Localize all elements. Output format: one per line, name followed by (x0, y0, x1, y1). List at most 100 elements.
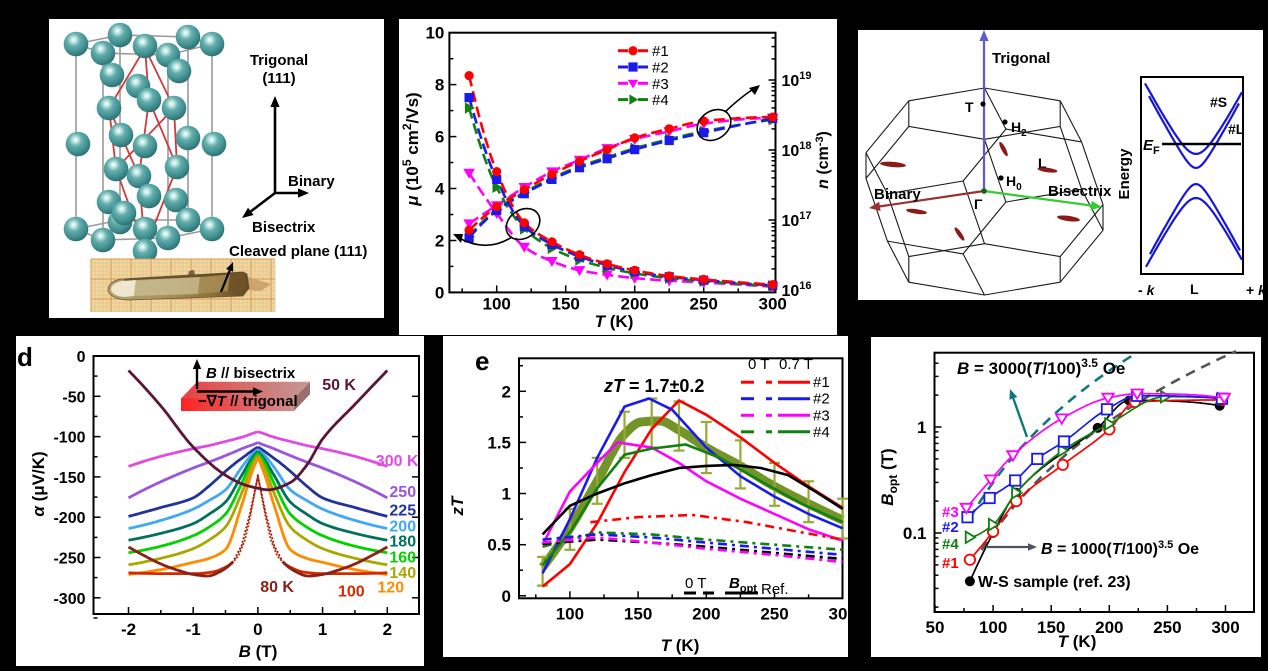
svg-text:H2: H2 (1011, 119, 1027, 139)
svg-text:2: 2 (502, 382, 511, 401)
svg-text:Bisectrix: Bisectrix (1048, 183, 1112, 200)
svg-text:B // bisectrix: B // bisectrix (206, 365, 296, 382)
svg-text:1016: 1016 (782, 280, 812, 300)
svg-text:zT = 1.7±0.2: zT = 1.7±0.2 (603, 376, 704, 396)
svg-text:L: L (1038, 155, 1047, 171)
svg-text:6: 6 (435, 128, 444, 147)
svg-text:d: d (17, 342, 33, 372)
svg-text:Binary: Binary (874, 186, 921, 203)
svg-text:100: 100 (556, 604, 584, 623)
svg-text:1019: 1019 (782, 70, 812, 90)
svg-text:#2: #2 (942, 519, 959, 536)
svg-text:B (T): B (T) (239, 642, 278, 661)
svg-text:0.5: 0.5 (487, 536, 511, 555)
svg-text:300: 300 (1211, 618, 1239, 637)
svg-text:Trigonal: Trigonal (250, 52, 308, 69)
svg-text:1: 1 (318, 620, 327, 639)
svg-text:T: T (965, 99, 974, 115)
svg-text:-300: -300 (53, 591, 85, 608)
svg-text:100: 100 (483, 294, 511, 313)
svg-text:160: 160 (389, 550, 416, 567)
svg-text:225: 225 (389, 503, 416, 520)
svg-text:T (K): T (K) (595, 312, 634, 331)
svg-text:0: 0 (253, 620, 262, 639)
svg-text:150: 150 (624, 604, 652, 623)
svg-text:1.5: 1.5 (487, 433, 511, 452)
svg-text:-150: -150 (53, 470, 85, 487)
svg-text:B = 3000(T/100)3.5 Oe: B = 3000(T/100)3.5 Oe (957, 356, 1125, 378)
svg-text:Binary: Binary (288, 173, 335, 190)
svg-text:-200: -200 (53, 510, 85, 527)
svg-text:L: L (1190, 281, 1199, 297)
svg-text:180: 180 (389, 534, 416, 551)
svg-text:1: 1 (917, 418, 926, 437)
svg-text:#4: #4 (813, 424, 830, 441)
svg-text:80 K: 80 K (260, 579, 294, 596)
svg-text:200: 200 (389, 519, 416, 536)
svg-text:2: 2 (383, 620, 392, 639)
svg-text:200: 200 (692, 604, 720, 623)
svg-text:#3: #3 (813, 407, 830, 424)
svg-text:#L: #L (1228, 121, 1245, 137)
svg-text:T (K): T (K) (661, 636, 700, 655)
svg-text:#S: #S (1210, 94, 1227, 110)
svg-text:T (K): T (K) (1058, 632, 1097, 651)
svg-text:Ref.: Ref. (761, 581, 789, 598)
svg-text:2: 2 (435, 231, 444, 250)
svg-text:250: 250 (760, 604, 788, 623)
svg-text:−∇T // trigonal: −∇T // trigonal (198, 393, 298, 410)
svg-text:300: 300 (759, 294, 787, 313)
svg-text:H0: H0 (1006, 173, 1022, 193)
svg-text:B = 1000(T/100)3.5 Oe: B = 1000(T/100)3.5 Oe (1041, 539, 1199, 558)
svg-text:-100: -100 (53, 430, 85, 447)
svg-text:#4: #4 (652, 92, 669, 109)
svg-text:250: 250 (690, 294, 718, 313)
svg-text:-50: -50 (62, 389, 85, 406)
svg-text:120: 120 (377, 580, 404, 597)
svg-text:#2: #2 (652, 60, 669, 77)
svg-text:#4: #4 (942, 536, 959, 553)
svg-text:#2: #2 (813, 391, 830, 408)
svg-text:300: 300 (829, 604, 848, 623)
svg-text:150: 150 (552, 294, 580, 313)
svg-text:Bisectrix: Bisectrix (252, 219, 316, 236)
svg-text:(111): (111) (262, 70, 295, 87)
svg-text:Cleaved plane (111): Cleaved plane (111) (229, 243, 367, 260)
svg-text:0: 0 (435, 283, 444, 302)
svg-text:100: 100 (979, 618, 1007, 637)
svg-text:+ k: + k (1246, 282, 1263, 298)
svg-text:#1: #1 (942, 555, 959, 572)
svg-text:50 K: 50 K (322, 377, 356, 394)
svg-text:e: e (475, 346, 489, 376)
svg-text:-2: -2 (121, 620, 136, 639)
svg-text:#1: #1 (813, 374, 830, 391)
svg-text:0: 0 (77, 349, 86, 366)
svg-text:μ (105 cm2/Vs): μ (105 cm2/Vs) (400, 92, 422, 206)
svg-text:0.7 T: 0.7 T (779, 356, 813, 373)
svg-text:1: 1 (502, 485, 511, 504)
svg-text:-250: -250 (53, 551, 85, 568)
svg-text:200: 200 (1095, 618, 1123, 637)
svg-text:Energy: Energy (1116, 148, 1133, 200)
svg-text:W-S sample (ref. 23): W-S sample (ref. 23) (978, 574, 1131, 591)
svg-text:250: 250 (389, 484, 416, 501)
svg-text:n (cm-3): n (cm-3) (814, 131, 832, 189)
svg-text:140: 140 (389, 565, 416, 582)
svg-text:0: 0 (502, 587, 511, 606)
svg-text:0.1: 0.1 (903, 524, 927, 543)
svg-text:Trigonal: Trigonal (992, 50, 1050, 67)
svg-text:#3: #3 (942, 504, 959, 521)
svg-text:10: 10 (425, 24, 444, 43)
svg-text:Γ: Γ (974, 196, 983, 212)
svg-text:200: 200 (621, 294, 649, 313)
svg-text:#3: #3 (652, 76, 669, 93)
svg-text:250: 250 (1153, 618, 1181, 637)
svg-text:50: 50 (926, 618, 945, 637)
svg-text:0 T: 0 T (685, 575, 706, 592)
svg-text:zT: zT (448, 495, 467, 517)
svg-text:α (μV/K): α (μV/K) (29, 451, 48, 516)
svg-text:-1: -1 (186, 620, 201, 639)
svg-text:1018: 1018 (782, 140, 812, 160)
svg-text:100: 100 (338, 584, 365, 601)
svg-text:4: 4 (435, 180, 445, 199)
